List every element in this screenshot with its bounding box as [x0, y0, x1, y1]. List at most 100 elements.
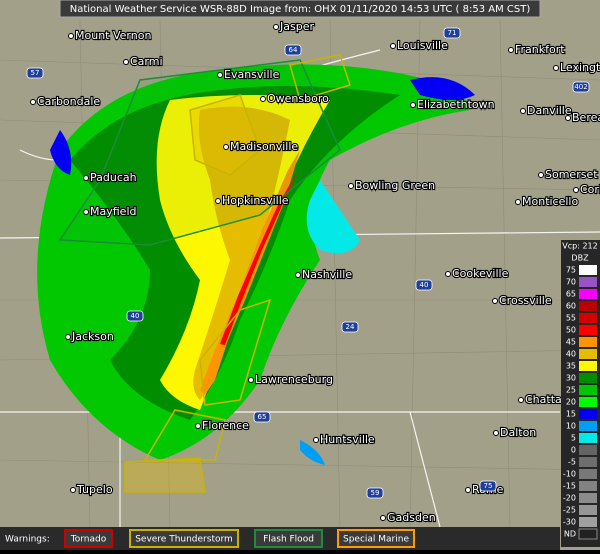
legend-value: 35 — [566, 362, 576, 371]
city-dot — [521, 109, 526, 114]
legend-swatch — [579, 421, 597, 431]
legend-value: 40 — [566, 350, 576, 359]
warning-name: Special Marine — [343, 535, 409, 545]
legend-swatch — [579, 469, 597, 479]
highway-label: 64 — [289, 46, 298, 54]
city-dot — [411, 103, 416, 108]
legend-value: 15 — [566, 410, 576, 419]
legend-value: 30 — [566, 374, 576, 383]
city-label: Gadsden — [387, 511, 436, 524]
city-label: Louisville — [397, 39, 448, 52]
city-label: Carmi — [130, 55, 163, 68]
city-label: Tupelo — [76, 483, 113, 496]
legend-value: -30 — [563, 518, 576, 527]
city-dot — [516, 200, 521, 205]
city-label: Florence — [202, 419, 249, 432]
city-dot — [574, 188, 579, 193]
legend-value: -10 — [563, 470, 576, 479]
city-dot — [66, 335, 71, 340]
city-dot — [539, 173, 544, 178]
city-dot — [296, 273, 301, 278]
city-label: Bowling Green — [355, 179, 435, 192]
legend-swatch — [579, 289, 597, 299]
legend-value: 10 — [566, 422, 576, 431]
legend-swatch — [579, 361, 597, 371]
legend-swatch — [579, 397, 597, 407]
city-label: Carbondale — [37, 95, 100, 108]
legend-unit: DBZ — [571, 254, 589, 263]
legend-value: -5 — [568, 458, 576, 467]
city-dot — [391, 44, 396, 49]
legend-value: 0 — [571, 446, 576, 455]
legend-vcp: Vcp: 212 — [562, 242, 597, 251]
city-label: Owensboro — [267, 92, 329, 105]
legend-value: -25 — [563, 506, 576, 515]
warning-name: Severe Thunderstorm — [135, 535, 233, 545]
legend-scale: 757065605550454035302520151050-5-10-15-2… — [563, 265, 597, 539]
city-dot — [446, 272, 451, 277]
city-dot — [196, 424, 201, 429]
city-dot — [509, 48, 514, 53]
highway-label: 75 — [484, 482, 493, 490]
city-dot — [466, 488, 471, 493]
city-label: Paducah — [90, 171, 137, 184]
warnings-label: Warnings: — [5, 535, 50, 545]
city-label: Jackson — [71, 330, 114, 343]
legend-swatch — [579, 529, 597, 539]
legend-swatch — [579, 373, 597, 383]
city-dot — [554, 66, 559, 71]
warning-name: Flash Flood — [263, 535, 314, 545]
city-dot — [218, 73, 223, 78]
highway-label: 40 — [131, 312, 140, 320]
legend-value: 45 — [566, 338, 576, 347]
header-title: National Weather Service WSR-88D Image f… — [70, 4, 531, 15]
city-dot — [69, 34, 74, 39]
legend-value: 75 — [566, 266, 576, 275]
city-label: Dalton — [500, 426, 536, 439]
city-dot — [249, 378, 254, 383]
city-label: Danville — [527, 104, 572, 117]
legend-value: 25 — [566, 386, 576, 395]
city-dot — [84, 176, 89, 181]
city-dot — [493, 299, 498, 304]
city-label: Madisonville — [230, 140, 298, 153]
city-label: Lexington — [560, 61, 600, 74]
legend-swatch — [579, 505, 597, 515]
warning-name: Tornado — [70, 535, 107, 545]
city-label: Elizabethtown — [417, 98, 495, 111]
legend-swatch — [579, 385, 597, 395]
highway-label: 40 — [420, 281, 429, 289]
legend-value: 70 — [566, 278, 576, 287]
city-dot — [381, 516, 386, 521]
highway-label: 59 — [371, 489, 380, 497]
city-label: Evansville — [224, 68, 280, 81]
legend-nd: ND — [564, 530, 576, 539]
city-label: Berea — [572, 111, 600, 124]
legend-swatch — [579, 517, 597, 527]
legend-swatch — [579, 481, 597, 491]
legend-swatch — [579, 265, 597, 275]
highway-label: 402 — [574, 83, 587, 91]
city-dot — [261, 97, 266, 102]
city-dot — [274, 25, 279, 30]
legend-value: -15 — [563, 482, 576, 491]
legend-value: -20 — [563, 494, 576, 503]
legend-value: 60 — [566, 302, 576, 311]
legend-swatch — [579, 301, 597, 311]
legend-value: 50 — [566, 326, 576, 335]
city-dot — [84, 210, 89, 215]
city-dot — [124, 60, 129, 65]
legend-swatch — [579, 433, 597, 443]
city-dot — [566, 116, 571, 121]
highway-label: 24 — [346, 323, 355, 331]
legend-swatch — [579, 493, 597, 503]
city-label: Lawrenceburg — [255, 373, 333, 386]
city-label: Huntsville — [320, 433, 375, 446]
city-label: Frankfort — [515, 43, 565, 56]
city-dot — [314, 438, 319, 443]
city-label: Crossville — [499, 294, 552, 307]
highway-label: 65 — [258, 413, 267, 421]
highway-label: 57 — [31, 69, 40, 77]
legend-value: 5 — [571, 434, 576, 443]
city-dot — [349, 184, 354, 189]
